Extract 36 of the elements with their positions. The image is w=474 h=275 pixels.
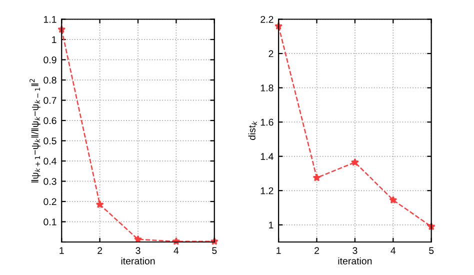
y-tick-label: 1.2 — [260, 187, 274, 194]
x-tick-label: 3 — [136, 247, 140, 254]
x-tick-label: 4 — [390, 247, 396, 254]
point — [96, 200, 104, 208]
x-axis-title: iteration — [338, 257, 372, 264]
y-tick-label: 1.8 — [260, 84, 274, 92]
y-tick-label: 0.5 — [44, 137, 56, 144]
x-tick-label: 1 — [276, 247, 281, 254]
y-tick-label: 2.2 — [260, 16, 274, 23]
y-tick-label: 1.1 — [44, 16, 56, 23]
y-tick-label: 0.8 — [44, 76, 56, 84]
y-axis-title: dist$_{k}$ — [248, 120, 257, 140]
y-tick-label: 2 — [268, 50, 274, 58]
point — [389, 196, 398, 204]
y-tick-label: 1 — [52, 36, 56, 44]
point — [312, 174, 321, 182]
text: ‖ψ$_{k+1}$−ψ$_{k}$‖/‖ψ$_{k}$−ψ$_{k−1}$‖$^{2}$ — [30, 79, 40, 182]
x-axis-title: iteration — [121, 257, 155, 264]
point — [350, 158, 359, 166]
y-tick-label: 1.4 — [260, 153, 274, 160]
y-tick-label: 0.3 — [44, 178, 56, 185]
y-tick-label: 1.6 — [260, 118, 274, 126]
y-tick-label: 1 — [269, 222, 274, 228]
y-tick-label: 0.9 — [44, 56, 56, 64]
y-tick-label: 0.7 — [44, 96, 56, 104]
x-tick-label: 1 — [60, 247, 64, 254]
x-tick-label: 5 — [212, 247, 217, 254]
y-tick-label: 0.2 — [44, 198, 56, 206]
y-tick-label: 0.6 — [44, 117, 56, 124]
x-tick-label: 5 — [429, 247, 434, 254]
y-tick-label: 0.4 — [44, 158, 56, 165]
x-tick-label: 4 — [174, 247, 179, 254]
x-tick-label: 2 — [98, 247, 102, 254]
x-tick-label: 3 — [352, 247, 358, 254]
x-tick-label: 2 — [314, 247, 319, 254]
y-tick-label: 0.1 — [44, 218, 56, 226]
